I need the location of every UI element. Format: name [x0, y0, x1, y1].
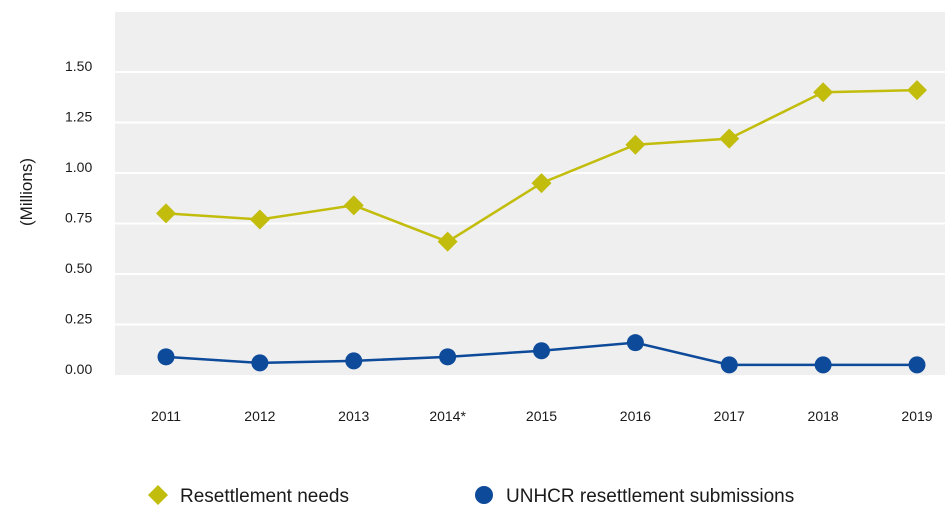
x-tick-label: 2017 — [714, 408, 745, 424]
series-group — [156, 80, 927, 374]
data-point-circle — [626, 334, 644, 352]
data-point-circle — [533, 342, 550, 360]
legend-diamond-icon — [148, 485, 168, 505]
x-tick-label: 2014* — [429, 408, 466, 424]
x-tick-label: 2015 — [526, 408, 557, 424]
x-tick-labels: 2011 2012 2013 2014* 2015 2016 2017 2018 2019 — [151, 408, 933, 424]
data-point-diamond — [249, 209, 270, 230]
x-tick-label: 2016 — [620, 408, 651, 424]
data-point-diamond — [531, 173, 552, 194]
data-point-diamond — [625, 134, 646, 155]
gridlines — [115, 71, 945, 326]
x-tick-label: 2013 — [338, 408, 369, 424]
data-point-diamond — [907, 80, 927, 101]
y-tick-labels: 0.00 0.25 0.50 0.75 1.00 1.25 1.50 — [65, 58, 92, 377]
y-tick-label: 1.00 — [65, 159, 92, 175]
data-point-circle — [157, 348, 175, 366]
y-axis-title: (Millions) — [17, 158, 36, 226]
legend-label: UNHCR resettlement submissions — [506, 486, 794, 506]
y-tick-label: 1.50 — [65, 58, 92, 74]
legend: Resettlement needs UNHCR resettlement sub… — [148, 485, 794, 506]
data-point-diamond — [156, 203, 176, 224]
y-tick-label: 0.50 — [65, 260, 92, 276]
y-tick-label: 0.00 — [65, 361, 92, 377]
legend-circle-icon — [475, 486, 493, 504]
data-point-circle — [345, 352, 363, 370]
data-point-diamond — [343, 195, 364, 216]
x-tick-label: 2011 — [151, 408, 181, 424]
data-point-diamond — [719, 128, 740, 149]
y-tick-label: 0.25 — [65, 311, 92, 327]
data-point-diamond — [437, 231, 458, 252]
legend-label: Resettlement needs — [180, 486, 349, 506]
x-tick-label: 2019 — [901, 408, 932, 424]
x-tick-label: 2012 — [244, 408, 275, 424]
y-tick-label: 1.25 — [65, 109, 92, 125]
y-tick-label: 0.75 — [65, 210, 92, 226]
data-point-circle — [814, 356, 832, 374]
data-point-circle — [251, 354, 269, 372]
data-point-circle — [908, 356, 926, 374]
data-point-diamond — [813, 82, 834, 103]
data-point-circle — [720, 356, 738, 374]
data-point-circle — [439, 348, 457, 366]
plot-background — [115, 12, 945, 375]
x-tick-label: 2018 — [808, 408, 839, 424]
